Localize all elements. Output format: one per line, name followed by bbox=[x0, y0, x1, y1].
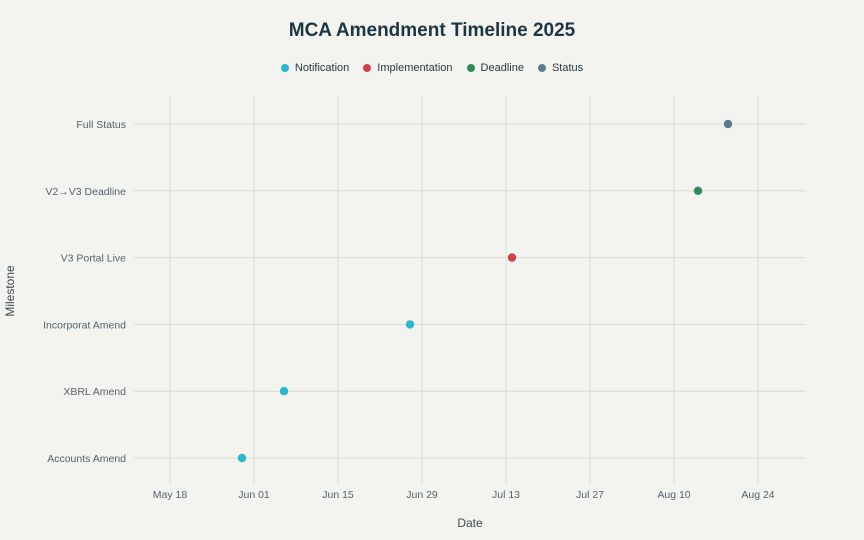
legend-swatch-deadline bbox=[466, 64, 475, 72]
legend-item-notification[interactable]: Notification bbox=[280, 62, 350, 74]
x-tick-label: Aug 10 bbox=[657, 489, 690, 501]
legend-item-deadline[interactable]: Deadline bbox=[466, 62, 524, 74]
legend-swatch-notification bbox=[280, 64, 289, 72]
legend-label-status: Status bbox=[551, 62, 584, 74]
legend-label-notification: Notification bbox=[294, 62, 350, 74]
x-tick-label: Jul 27 bbox=[576, 489, 604, 501]
x-tick-label: Jul 13 bbox=[492, 489, 520, 501]
legend: Notification Implementation Deadline Sta… bbox=[0, 62, 864, 74]
y-axis-ticks: Accounts Amend XBRL Amend Incorporat Amend… bbox=[43, 119, 126, 465]
x-tick-label: Jun 15 bbox=[322, 489, 354, 501]
legend-swatch-implementation bbox=[363, 64, 372, 72]
x-tick-label: May 18 bbox=[153, 489, 188, 501]
x-tick-label: Jun 01 bbox=[238, 489, 270, 501]
x-axis-ticks: May 18 Jun 01 Jun 15 Jun 29 Jul 13 Jul 27 Aug … bbox=[153, 489, 775, 501]
legend-item-status[interactable]: Status bbox=[537, 62, 584, 74]
data-point[interactable] bbox=[405, 320, 415, 329]
data-point[interactable] bbox=[723, 119, 733, 129]
y-tick-label: Accounts Amend bbox=[47, 453, 126, 465]
data-points bbox=[237, 119, 733, 463]
legend-label-implementation: Implementation bbox=[377, 62, 453, 74]
y-tick-label: Incorporat Amend bbox=[43, 319, 126, 331]
x-tick-label: Jun 29 bbox=[406, 489, 438, 501]
y-tick-label: XBRL Amend bbox=[63, 386, 126, 398]
x-tick-label: Aug 24 bbox=[741, 489, 774, 501]
data-point[interactable] bbox=[693, 186, 703, 195]
grid-lines bbox=[134, 97, 806, 484]
legend-item-implementation[interactable]: Implementation bbox=[363, 62, 453, 74]
legend-label-deadline: Deadline bbox=[480, 62, 524, 74]
legend-swatch-status bbox=[537, 64, 546, 72]
data-point[interactable] bbox=[507, 253, 517, 262]
data-point[interactable] bbox=[279, 387, 289, 396]
data-point[interactable] bbox=[237, 453, 247, 463]
chart-title: MCA Amendment Timeline 2025 bbox=[288, 20, 576, 41]
y-tick-label: V3 Portal Live bbox=[61, 253, 127, 265]
x-axis-title: Date bbox=[457, 516, 483, 530]
y-tick-label: Full Status bbox=[76, 119, 126, 131]
y-axis-title: Milestone bbox=[3, 265, 17, 317]
y-tick-label: V2→V3 Deadline bbox=[45, 186, 126, 198]
